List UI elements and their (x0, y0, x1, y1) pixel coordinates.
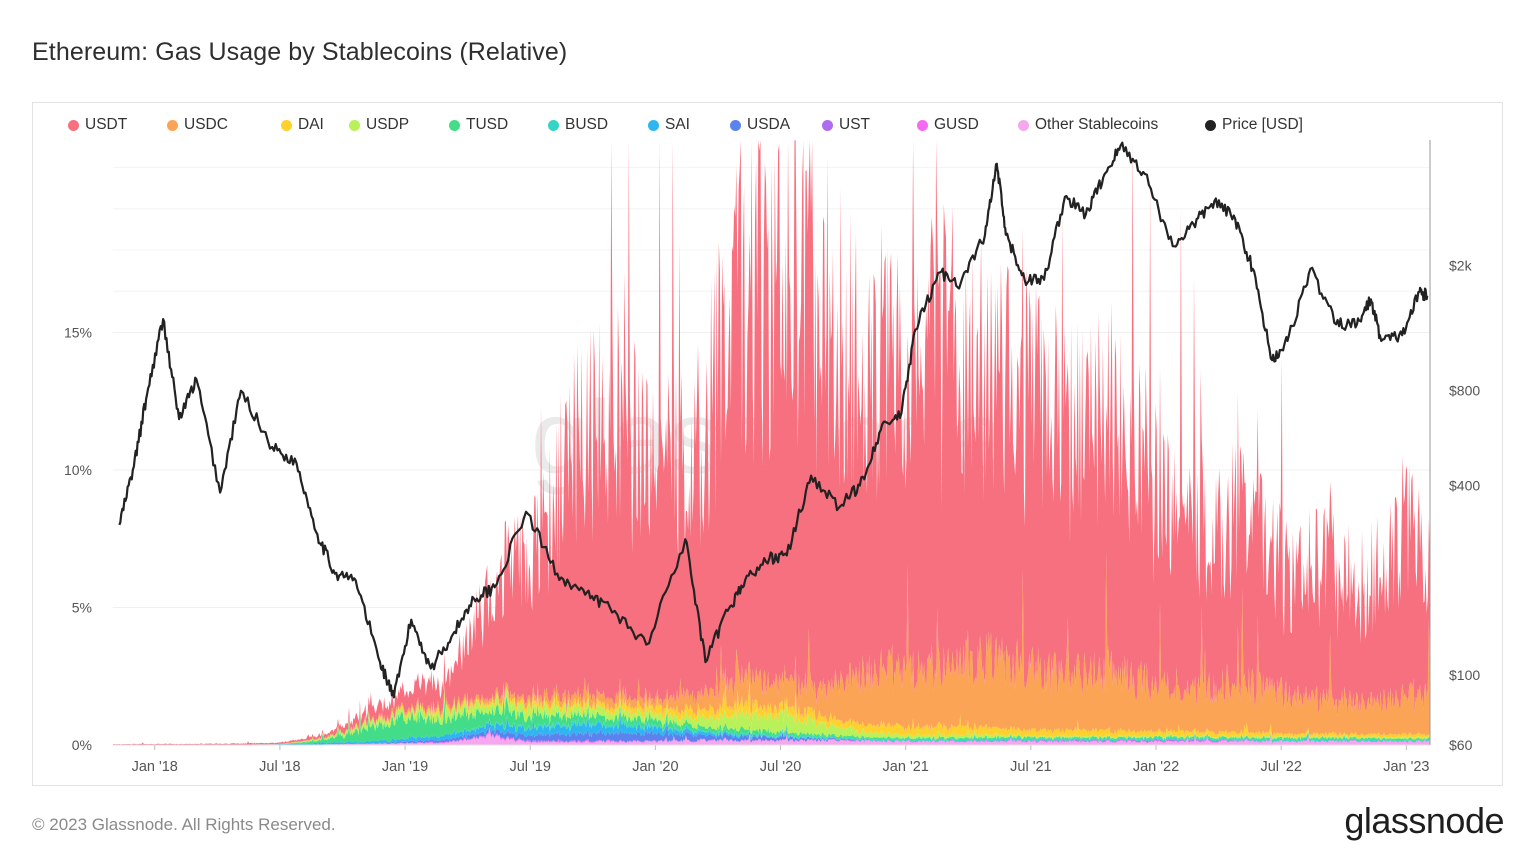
legend-item-usdp[interactable]: USDP (349, 116, 409, 134)
legend-item-price-usd[interactable]: Price [USD] (1205, 116, 1303, 134)
legend-dot (449, 119, 460, 131)
legend-label: USDP (366, 116, 410, 133)
y-right-tick-label: $2k (1449, 257, 1473, 273)
legend-item-usdc[interactable]: USDC (167, 116, 228, 134)
legend-label: TUSD (466, 116, 509, 133)
x-tick-label: Jan '18 (132, 759, 178, 775)
chart-title: Ethereum: Gas Usage by Stablecoins (Rela… (32, 38, 568, 66)
x-tick-label: Jan '19 (382, 759, 428, 775)
y-left-tick-label: 5% (72, 600, 92, 616)
legend-dot (917, 119, 928, 131)
legend-item-usda[interactable]: USDA (730, 116, 790, 134)
legend-dot (730, 119, 741, 131)
y-right-tick-label: $400 (1449, 477, 1480, 493)
y-left-tick-label: 0% (72, 737, 92, 753)
area-tusd (113, 694, 1430, 745)
y-right-tick-label: $60 (1449, 737, 1473, 753)
x-tick-label: Jan '22 (1133, 759, 1179, 775)
x-tick-label: Jul '21 (1010, 759, 1051, 775)
legend-dot (648, 119, 659, 131)
legend-dot (1205, 119, 1216, 131)
x-tick-label: Jul '18 (259, 759, 300, 775)
price-line (118, 141, 1429, 699)
legend-label: DAI (298, 116, 324, 133)
price-series-line (118, 141, 1429, 699)
x-tick-label: Jul '22 (1260, 759, 1301, 775)
legend-dot (68, 119, 79, 131)
legend-dot (822, 119, 833, 131)
legend-item-gusd[interactable]: GUSD (917, 116, 979, 134)
legend-dot (1018, 119, 1029, 131)
legend-item-other-stablecoins[interactable]: Other Stablecoins (1018, 116, 1158, 134)
legend-dot (548, 119, 559, 131)
legend-item-usdt[interactable]: USDT (68, 116, 127, 134)
legend-dot (167, 119, 178, 131)
axes: 0% 5% 10% 15% $60 $100 $400 $800 $2k Jan '18 Jul '… (64, 140, 1480, 775)
y-right-tick-label: $100 (1449, 667, 1480, 683)
y-left-tick-label: 15% (64, 325, 92, 341)
x-tick-label: Jul '20 (760, 759, 801, 775)
legend-dot (349, 119, 360, 131)
x-tick-label: Jan '20 (632, 759, 678, 775)
legend-dot (281, 119, 292, 131)
area-usdt (113, 140, 1430, 745)
legend-label: USDC (184, 116, 228, 133)
legend-label: USDA (747, 116, 791, 133)
legend-item-dai[interactable]: DAI (281, 116, 324, 134)
legend: USDT USDC DAI USDP TUSD BUSD SAI USDA UST GUSD Oth… (68, 116, 1368, 138)
area-ust (113, 726, 1430, 745)
area-dai (113, 681, 1430, 745)
legend-label: SAI (665, 116, 690, 133)
legend-label: UST (839, 116, 870, 133)
brand-logo: glassnode (1344, 800, 1504, 841)
legend-label: BUSD (565, 116, 609, 133)
legend-item-busd[interactable]: BUSD (548, 116, 608, 134)
legend-label: Other Stablecoins (1035, 116, 1159, 133)
legend-label: GUSD (934, 116, 979, 133)
legend-label: USDT (85, 116, 128, 133)
y-right-tick-label: $800 (1449, 383, 1480, 399)
y-left-tick-label: 10% (64, 462, 92, 478)
x-tick-label: Jan '21 (883, 759, 929, 775)
copyright: © 2023 Glassnode. All Rights Reserved. (32, 815, 336, 834)
legend-item-tusd[interactable]: TUSD (449, 116, 508, 134)
stacked-areas (113, 140, 1430, 745)
x-tick-label: Jan '23 (1383, 759, 1429, 775)
x-tick-label: Jul '19 (509, 759, 550, 775)
chart-frame (32, 102, 1503, 786)
area-usda (113, 722, 1430, 745)
legend-item-ust[interactable]: UST (822, 116, 870, 134)
area-other-stablecoins (113, 728, 1430, 745)
area-usdc (113, 550, 1430, 745)
legend-item-sai[interactable]: SAI (648, 116, 690, 134)
legend-label: Price [USD] (1222, 116, 1303, 133)
